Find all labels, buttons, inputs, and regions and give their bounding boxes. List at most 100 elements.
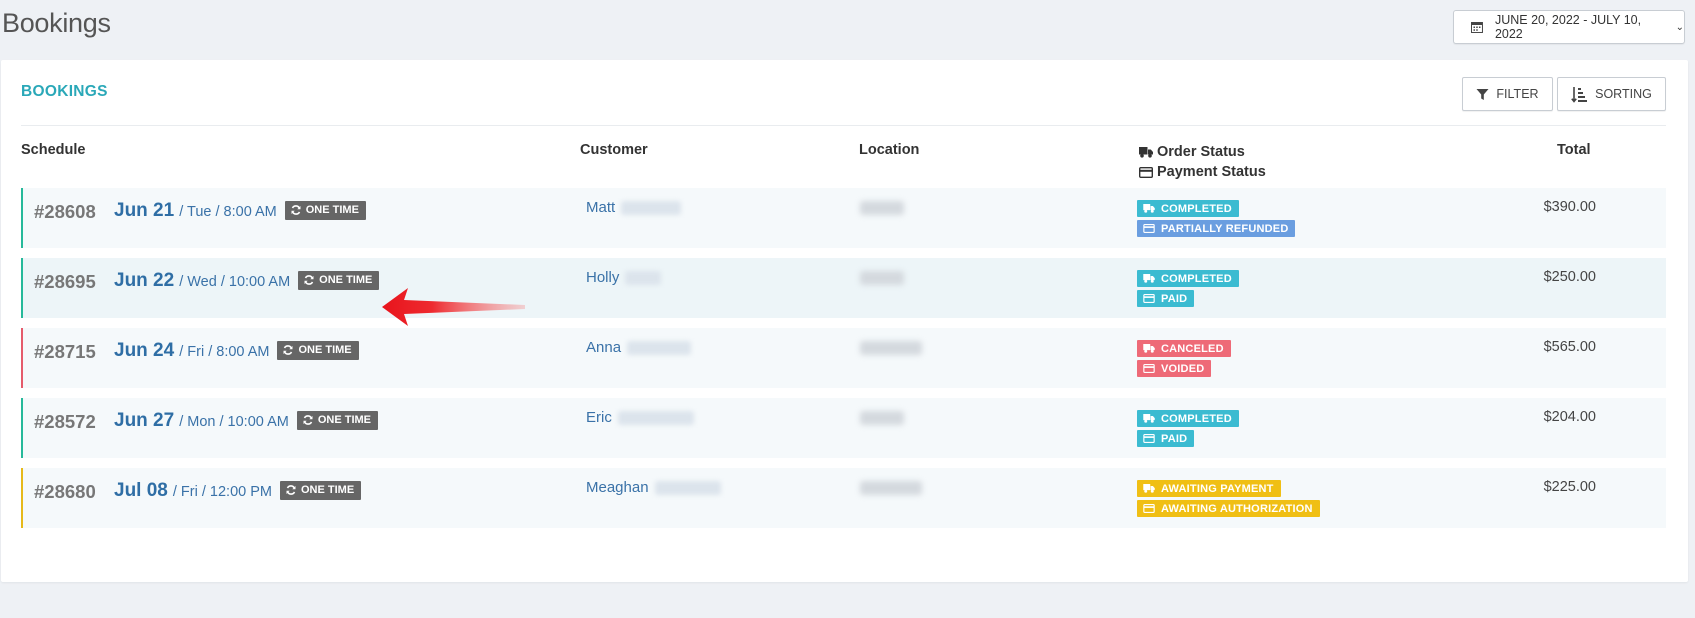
booking-id[interactable]: #28680	[34, 481, 96, 502]
table-row[interactable]: #28572 Jun 27 / Mon / 10:00 AM ONE TIME …	[21, 398, 1666, 458]
payment-status-label: PARTIALLY REFUNDED	[1161, 222, 1289, 235]
column-header-customer[interactable]: Customer	[580, 142, 648, 158]
frequency-label: ONE TIME	[317, 414, 371, 426]
booking-time: / Fri / 12:00 PM	[172, 484, 272, 500]
booking-id[interactable]: #28572	[34, 411, 96, 432]
booking-date: Jun 22	[114, 270, 175, 291]
booking-schedule: Jun 24 / Fri / 8:00 AM ONE TIME	[114, 340, 359, 362]
frequency-label: ONE TIME	[305, 204, 359, 216]
annotation-arrow-icon	[382, 288, 525, 326]
table-row[interactable]: #28608 Jun 21 / Tue / 8:00 AM ONE TIME M…	[21, 188, 1666, 248]
card-title: BOOKINGS	[21, 83, 108, 100]
customer-name[interactable]: Eric	[586, 409, 694, 426]
truck-icon	[1143, 344, 1155, 353]
customer-last-name-redacted	[654, 480, 721, 495]
location-redacted	[860, 411, 904, 425]
payment-status-badge: PARTIALLY REFUNDED	[1137, 220, 1296, 237]
location-redacted	[860, 271, 904, 285]
truck-icon	[1143, 274, 1155, 283]
booking-time: / Mon / 10:00 AM	[179, 414, 289, 430]
credit-card-icon	[1139, 166, 1153, 178]
frequency-badge: ONE TIME	[284, 200, 366, 220]
customer-name[interactable]: Meaghan	[586, 479, 721, 496]
frequency-label: ONE TIME	[301, 484, 355, 496]
credit-card-icon	[1143, 504, 1155, 513]
chevron-down-icon: ⌄	[1675, 21, 1684, 33]
booking-schedule: Jun 27 / Mon / 10:00 AM ONE TIME	[114, 410, 378, 432]
column-header-location[interactable]: Location	[859, 142, 920, 158]
order-status-badge: COMPLETED	[1137, 270, 1239, 287]
column-header-total[interactable]: Total	[1557, 142, 1591, 158]
order-status-badge: COMPLETED	[1137, 410, 1239, 427]
date-range-label: JUNE 20, 2022 - JULY 10, 2022	[1494, 13, 1642, 41]
payment-status-label: AWAITING AUTHORIZATION	[1161, 502, 1313, 515]
payment-status-label: VOIDED	[1161, 362, 1205, 375]
column-header-schedule[interactable]: Schedule	[21, 142, 86, 158]
customer-last-name-redacted	[625, 270, 662, 285]
truck-icon	[1143, 484, 1155, 493]
booking-id[interactable]: #28695	[34, 271, 96, 292]
booking-date: Jun 27	[114, 410, 175, 431]
frequency-label: ONE TIME	[298, 344, 352, 356]
truck-icon	[1143, 414, 1155, 423]
order-status-badge: COMPLETED	[1137, 200, 1239, 217]
calendar-icon	[1471, 22, 1483, 33]
refresh-icon	[286, 485, 296, 495]
booking-total: $204.00	[1543, 409, 1596, 425]
filter-label: FILTER	[1496, 87, 1539, 101]
column-header-payment-status: Payment Status	[1157, 164, 1266, 180]
customer-last-name-redacted	[627, 340, 692, 355]
sorting-label: SORTING	[1595, 87, 1652, 101]
page-title: Bookings	[2, 8, 111, 38]
booking-schedule: Jun 22 / Wed / 10:00 AM ONE TIME	[114, 270, 380, 292]
customer-name[interactable]: Anna	[586, 339, 692, 356]
order-status-badge: CANCELED	[1137, 340, 1231, 357]
table-row[interactable]: #28680 Jul 08 / Fri / 12:00 PM ONE TIME …	[21, 468, 1666, 528]
refresh-icon	[303, 415, 313, 425]
order-status-badge: AWAITING PAYMENT	[1137, 480, 1281, 497]
status-group: COMPLETED PAID	[1137, 270, 1239, 307]
sort-icon	[1571, 86, 1588, 103]
status-group: COMPLETED PAID	[1137, 410, 1239, 447]
column-header-order-status: Order Status	[1157, 144, 1245, 160]
customer-name[interactable]: Matt	[586, 199, 682, 216]
payment-status-label: PAID	[1161, 292, 1188, 305]
filter-button[interactable]: FILTER	[1462, 77, 1553, 111]
truck-icon	[1143, 204, 1155, 213]
payment-status-badge: VOIDED	[1137, 360, 1212, 377]
table-row[interactable]: #28695 Jun 22 / Wed / 10:00 AM ONE TIME …	[21, 258, 1666, 318]
booking-schedule: Jun 21 / Tue / 8:00 AM ONE TIME	[114, 200, 366, 222]
booking-id[interactable]: #28608	[34, 201, 96, 222]
status-group: CANCELED VOIDED	[1137, 340, 1231, 377]
frequency-badge: ONE TIME	[298, 270, 380, 290]
customer-last-name-redacted	[621, 200, 682, 215]
booking-id[interactable]: #28715	[34, 341, 96, 362]
location-redacted	[860, 481, 922, 495]
order-status-label: COMPLETED	[1161, 272, 1232, 285]
order-status-label: COMPLETED	[1161, 202, 1232, 215]
order-status-label: COMPLETED	[1161, 412, 1232, 425]
booking-time: / Wed / 10:00 AM	[179, 274, 291, 290]
date-range-button[interactable]: JUNE 20, 2022 - JULY 10, 2022 ⌄	[1453, 10, 1685, 44]
customer-last-name-redacted	[617, 410, 694, 425]
order-status-label: AWAITING PAYMENT	[1161, 482, 1274, 495]
refresh-icon	[283, 345, 293, 355]
truck-icon	[1139, 146, 1153, 158]
sorting-button[interactable]: SORTING	[1557, 77, 1666, 111]
booking-total: $250.00	[1543, 269, 1596, 285]
refresh-icon	[304, 275, 314, 285]
payment-status-label: PAID	[1161, 432, 1188, 445]
frequency-badge: ONE TIME	[280, 480, 362, 500]
filter-icon	[1476, 88, 1489, 100]
status-group: COMPLETED PARTIALLY REFUNDED	[1137, 200, 1296, 237]
bookings-card: BOOKINGS FILTER SORTING Schedule Custome…	[1, 60, 1688, 582]
credit-card-icon	[1143, 364, 1155, 373]
column-header-status[interactable]: Order Status Payment Status	[1139, 142, 1266, 182]
customer-first-name: Meaghan	[586, 479, 649, 496]
customer-name[interactable]: Holly	[586, 269, 662, 286]
table-row[interactable]: #28715 Jun 24 / Fri / 8:00 AM ONE TIME A…	[21, 328, 1666, 388]
credit-card-icon	[1143, 294, 1155, 303]
booking-time: / Fri / 8:00 AM	[179, 344, 270, 360]
header-divider	[21, 125, 1666, 126]
booking-total: $225.00	[1543, 479, 1596, 495]
